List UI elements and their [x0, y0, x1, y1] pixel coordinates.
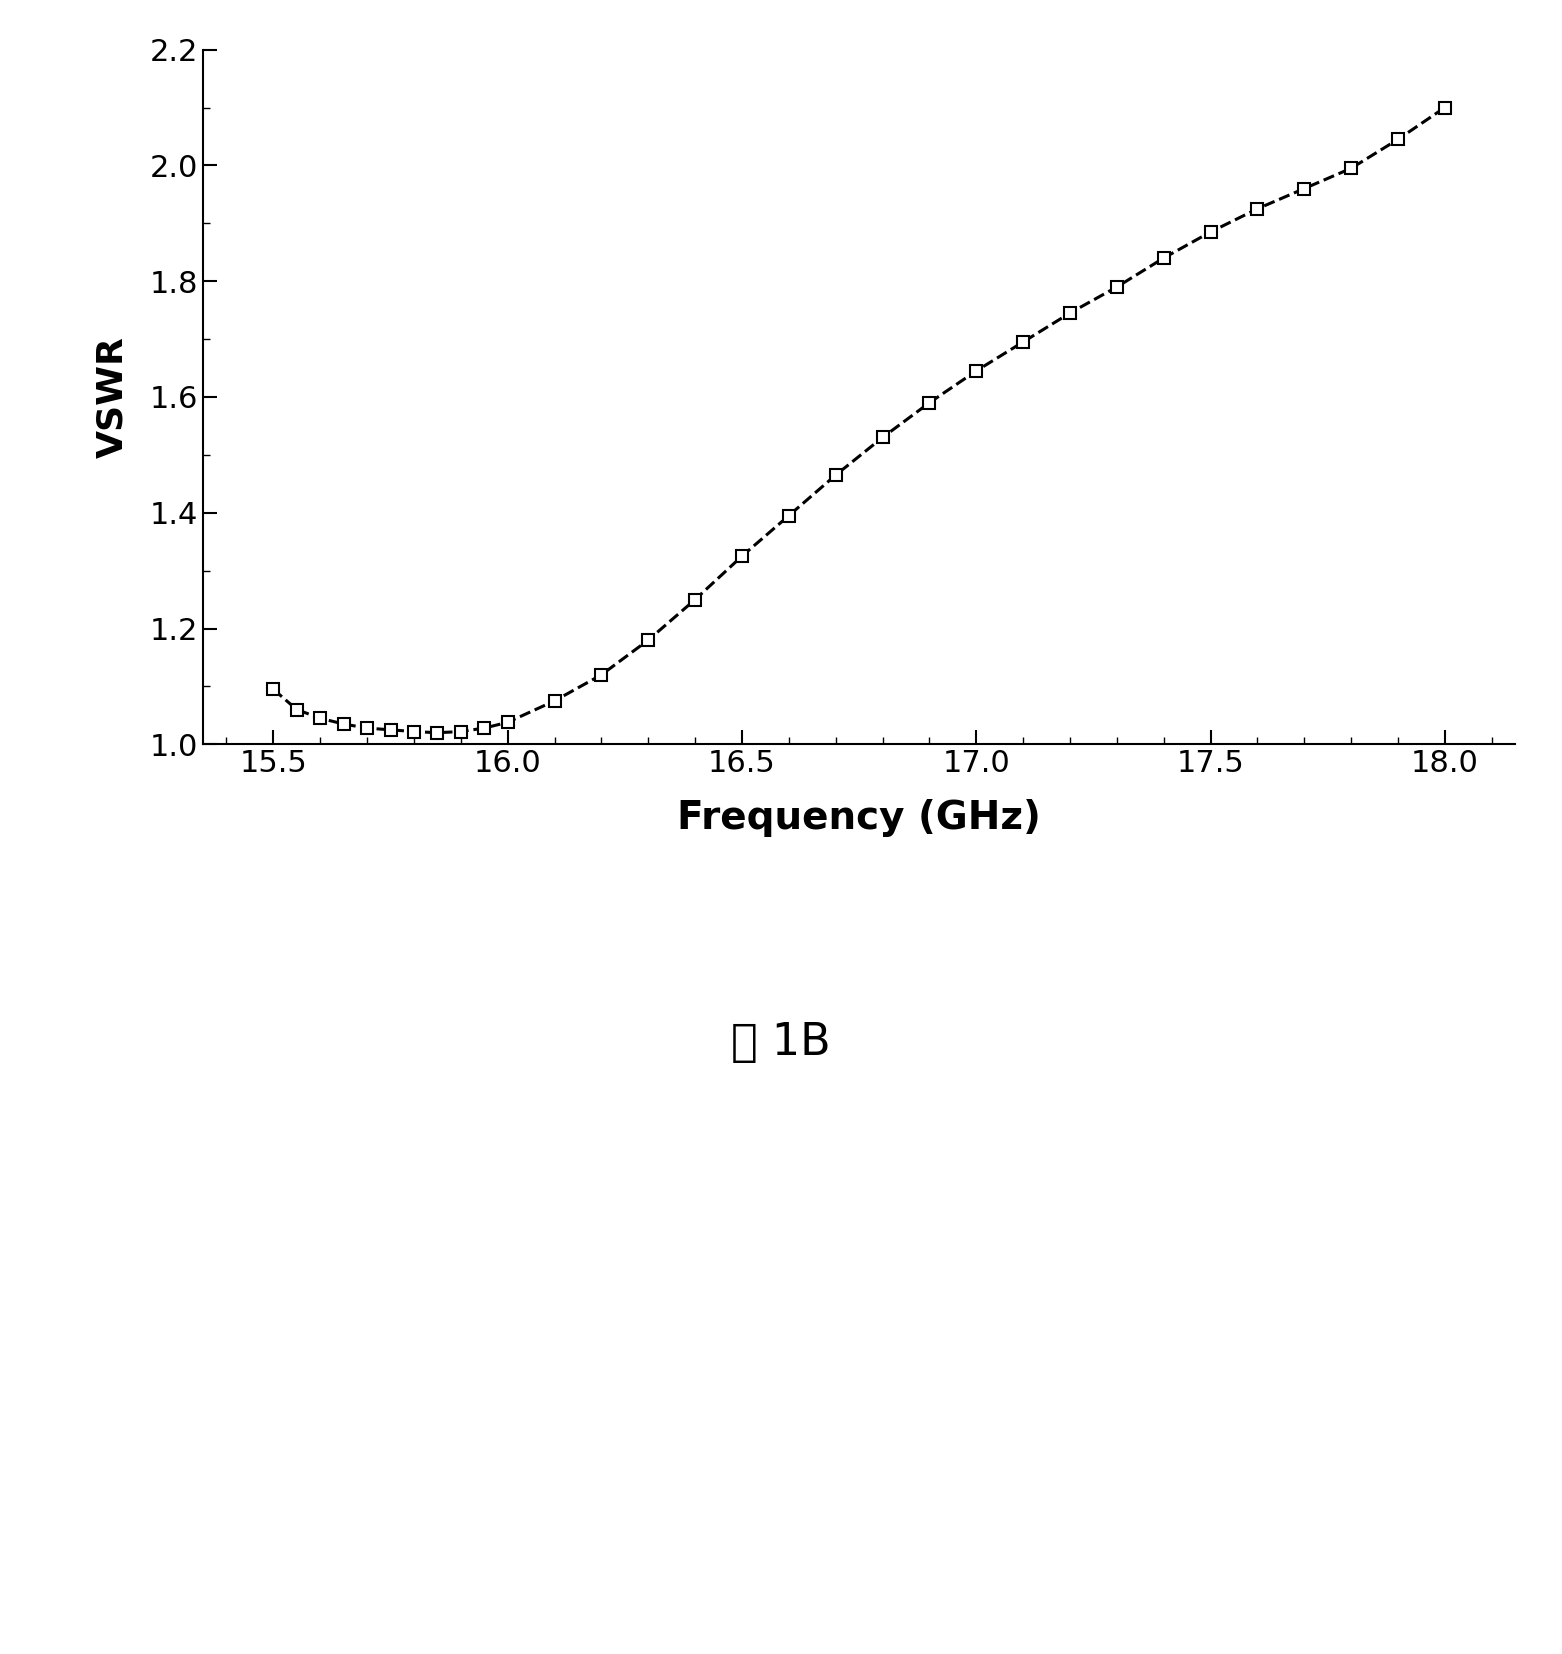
Y-axis label: VSWR: VSWR	[95, 336, 130, 458]
X-axis label: Frequency (GHz): Frequency (GHz)	[678, 799, 1040, 837]
Text: 图 1B: 图 1B	[731, 1021, 831, 1064]
